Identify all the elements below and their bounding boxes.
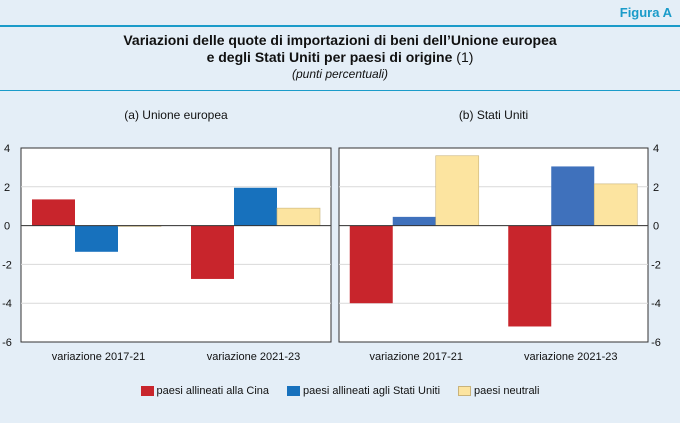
- x-category-label: variazione 2017-21: [52, 351, 146, 363]
- bar: [593, 183, 638, 226]
- x-category-label: variazione 2021-23: [524, 351, 618, 363]
- bar: [435, 155, 480, 226]
- title-line-2: e degli Stati Uniti per paesi di origine: [206, 49, 453, 65]
- legend-item-us: paesi allineati agli Stati Uniti: [287, 385, 440, 397]
- header-divider: [0, 90, 680, 91]
- y-tick-label: -2: [2, 259, 12, 271]
- y-tick-label: -4: [2, 298, 12, 310]
- x-category-label: variazione 2017-21: [369, 351, 463, 363]
- legend-swatch-yellow: [458, 386, 472, 396]
- y-tick-label: -2: [651, 259, 661, 271]
- legend-item-china: paesi allineati alla Cina: [140, 385, 270, 397]
- y-tick-label: 4: [653, 143, 659, 155]
- bar: [191, 225, 234, 279]
- bar: [32, 199, 75, 226]
- legend-label: paesi allineati agli Stati Uniti: [303, 385, 441, 397]
- figure-label: Figura A: [619, 5, 672, 20]
- x-category-label: variazione 2021-23: [207, 351, 301, 363]
- y-tick-label: -6: [651, 337, 661, 349]
- bar: [508, 225, 552, 327]
- title-line-2-wrap: e degli Stati Uniti per paesi di origine…: [0, 49, 680, 66]
- legend-label: paesi allineati alla Cina: [156, 385, 270, 397]
- legend-item-neutral: paesi neutrali: [458, 385, 539, 397]
- bar: [276, 207, 321, 226]
- y-tick-label: 4: [4, 143, 10, 155]
- top-divider: [0, 25, 680, 27]
- bar: [234, 187, 277, 226]
- chart-subtitle: (punti percentuali): [291, 67, 389, 81]
- plot-area: [20, 147, 332, 343]
- panel-us: (b) Stati Uniti -6 -4 -2 0 2 4 variazione 2017-…: [338, 108, 661, 363]
- legend-swatch-red: [140, 386, 154, 396]
- title-note: (1): [456, 49, 474, 65]
- panel-title: (a) Unione europea: [124, 108, 228, 122]
- title-line-1: Variazioni delle quote di importazioni d…: [123, 32, 557, 48]
- y-tick-label: 0: [653, 221, 659, 233]
- legend-label: paesi neutrali: [474, 385, 540, 397]
- legend-swatch-blue: [287, 386, 301, 396]
- y-tick-label: 2: [653, 182, 659, 194]
- y-tick-label: 2: [4, 182, 10, 194]
- y-tick-label: -6: [2, 337, 12, 349]
- bar: [75, 225, 118, 252]
- panel-eu: (a) Unione europea -6 -4 -2 0 2 4 variazione 20…: [2, 108, 332, 363]
- legend: paesi allineati alla Cina paesi allineat…: [0, 385, 680, 397]
- bar: [392, 216, 436, 226]
- panel-title: (b) Stati Uniti: [459, 108, 528, 122]
- y-tick-label: -4: [651, 298, 661, 310]
- bar: [349, 225, 393, 304]
- y-tick-label: 0: [4, 221, 10, 233]
- chart-title: Variazioni delle quote di importazioni d…: [0, 32, 680, 66]
- bar: [551, 166, 595, 226]
